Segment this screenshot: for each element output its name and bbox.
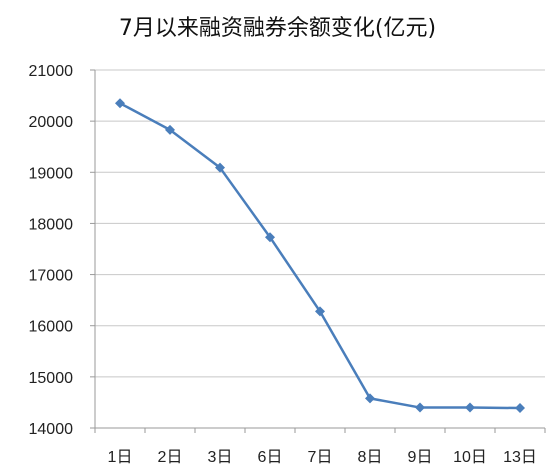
y-tick-label: 17000 (29, 268, 74, 285)
y-tick-label: 20000 (29, 114, 74, 131)
data-point (265, 232, 275, 243)
series-group (115, 98, 525, 414)
y-tick-label: 19000 (29, 165, 74, 182)
x-tick-label: 8日 (358, 449, 383, 466)
x-tick-label: 13日 (503, 449, 537, 466)
series-line (119, 102, 521, 410)
x-tick-label: 3日 (208, 449, 233, 466)
x-tick-label: 1日 (108, 449, 133, 466)
data-point (315, 306, 325, 317)
data-point (415, 402, 425, 413)
data-point (365, 393, 375, 404)
y-tick-label: 18000 (29, 216, 74, 233)
data-point (165, 124, 175, 135)
x-tick-label: 9日 (408, 449, 433, 466)
data-point (465, 402, 475, 413)
x-tick-label: 6日 (258, 449, 283, 466)
y-axis-ticks: 14000 15000 16000 17000 18000 19000 20000 21000 (29, 63, 74, 438)
y-tick-label: 14000 (29, 421, 74, 438)
x-tick-label: 7日 (308, 449, 333, 466)
y-tick-label: 15000 (29, 370, 74, 387)
data-point (515, 403, 525, 414)
axes (90, 69, 546, 433)
data-point (115, 98, 125, 109)
chart-title: 7月以来融资融券余额变化(亿元) (118, 16, 437, 41)
x-tick-label: 10日 (453, 449, 487, 466)
data-point (215, 162, 225, 173)
x-axis-ticks: 1日 2日 3日 6日 7日 8日 9日 10日 13日 (108, 449, 537, 466)
gridlines (95, 69, 545, 378)
y-tick-label: 21000 (29, 63, 74, 80)
x-tick-label: 2日 (158, 449, 183, 466)
y-tick-label: 16000 (29, 319, 74, 336)
